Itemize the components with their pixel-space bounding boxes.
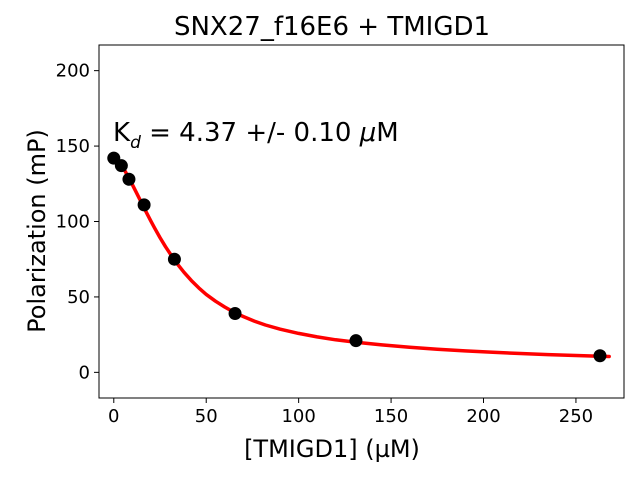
data-points-layer	[107, 151, 607, 363]
y-axis-label: Polarization (mP)	[23, 129, 51, 333]
x-tick-label: 200	[466, 406, 500, 427]
x-tick-label: 250	[559, 406, 593, 427]
data-point	[593, 349, 607, 363]
kd-annotation-value: = 4.37 +/- 0.10	[141, 118, 360, 148]
x-tick-label: 100	[281, 406, 315, 427]
y-axis: 0 50 100 150 200	[56, 61, 99, 383]
data-point	[137, 198, 151, 212]
kd-annotation: Kd = 4.37 +/- 0.10 μM	[113, 118, 399, 153]
x-tick-label: 0	[108, 406, 119, 427]
y-tick-label: 150	[56, 136, 90, 157]
x-axis: 0 50 100 150 200 250	[108, 398, 593, 427]
y-tick-label: 100	[56, 212, 90, 233]
y-tick-label: 0	[79, 362, 90, 383]
y-tick-label: 50	[67, 287, 90, 308]
data-point	[114, 159, 128, 173]
fit-curve-layer	[112, 153, 611, 359]
data-point	[167, 252, 181, 266]
plot-area	[98, 44, 625, 399]
x-axis-label: [TMIGD1] (µM)	[244, 435, 420, 463]
y-tick-label: 200	[56, 61, 90, 82]
x-tick-label: 150	[374, 406, 408, 427]
kd-annotation-prefix: K	[113, 118, 131, 148]
data-point	[228, 307, 242, 321]
kd-annotation-mu: μ	[359, 118, 377, 148]
fit-curve	[112, 153, 611, 359]
x-tick-label: 50	[195, 406, 218, 427]
chart-title: SNX27_f16E6 + TMIGD1	[174, 12, 490, 42]
kd-annotation-subscript: d	[130, 133, 141, 153]
plot-frame	[98, 44, 625, 399]
data-point	[122, 172, 136, 186]
data-point	[349, 334, 363, 348]
kd-annotation-unit: M	[376, 118, 398, 148]
